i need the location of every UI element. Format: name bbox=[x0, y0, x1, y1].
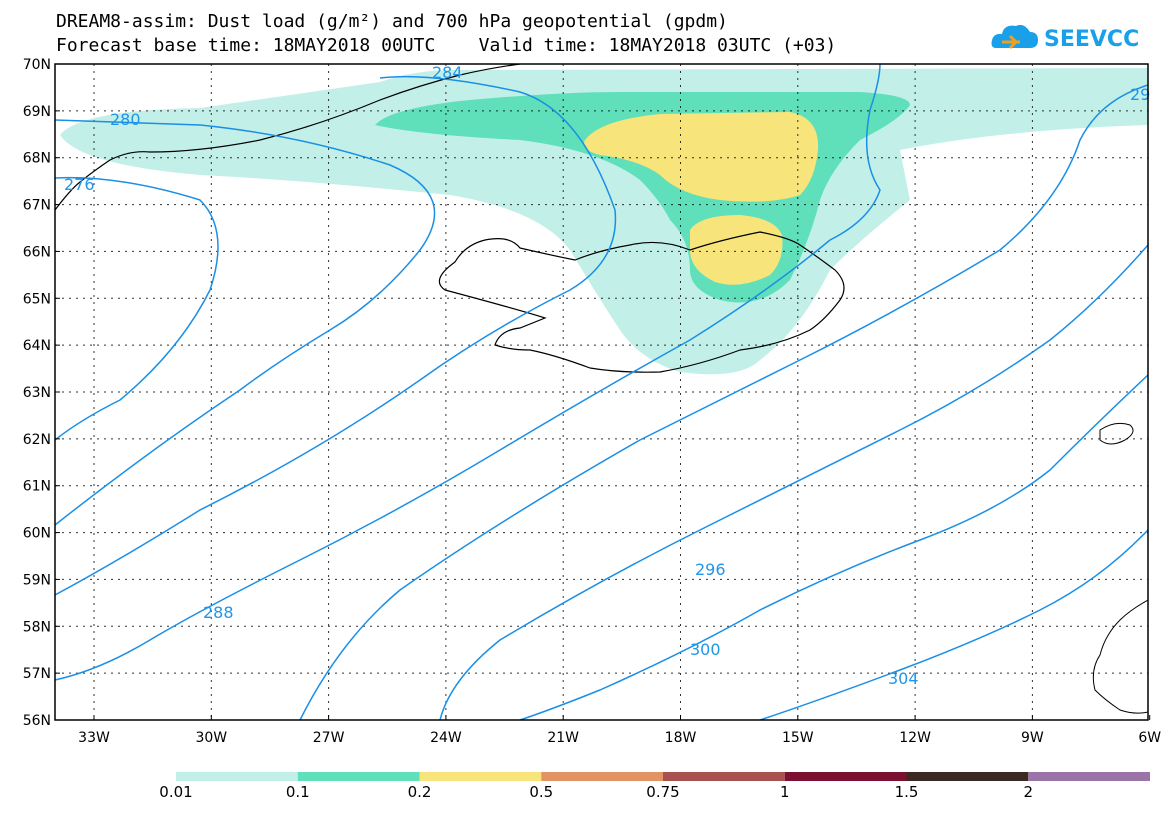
colorbar-label: 0.75 bbox=[646, 783, 680, 801]
colorbar-swatch bbox=[663, 772, 785, 781]
colorbar-swatch bbox=[906, 772, 1029, 781]
logo-text: SEEVCCC bbox=[1044, 27, 1140, 52]
colorbar-label: 0.5 bbox=[529, 783, 554, 801]
lon-label: 15W bbox=[782, 730, 814, 746]
latitude-labels: 70N 69N 68N 67N 66N 65N 64N 63N 62N 61N 60N 59N 58N 5… bbox=[23, 57, 60, 729]
lat-label: 57N bbox=[23, 666, 51, 682]
lat-label: 58N bbox=[23, 619, 51, 635]
lat-label: 60N bbox=[23, 526, 51, 542]
lon-label: 27W bbox=[313, 730, 345, 746]
contour-label-296: 296 bbox=[695, 560, 726, 579]
lat-label: 65N bbox=[23, 291, 51, 307]
colorbar-swatch bbox=[784, 772, 907, 781]
colorbar-swatch bbox=[419, 772, 542, 781]
colorbar-swatch bbox=[297, 772, 420, 781]
contour-label-304: 304 bbox=[888, 669, 919, 688]
colorbar-label: 1 bbox=[779, 783, 790, 801]
map-title: DREAM8-assim: Dust load (g/m²) and 700 h… bbox=[56, 11, 728, 32]
colorbar-label: 1.5 bbox=[894, 783, 919, 801]
iceland-coastline bbox=[438, 231, 845, 373]
colorbar-swatch bbox=[541, 772, 663, 781]
lon-label: 24W bbox=[430, 730, 462, 746]
colorbar-swatch bbox=[1028, 772, 1150, 781]
greenland-coastline bbox=[55, 64, 521, 211]
lat-label: 64N bbox=[23, 338, 51, 354]
lon-label: 33W bbox=[78, 730, 110, 746]
map-subtitle: Forecast base time: 18MAY2018 00UTC Vali… bbox=[56, 35, 837, 56]
contour-label-280: 280 bbox=[110, 110, 141, 129]
lat-label: 70N bbox=[23, 57, 51, 73]
contour-label-276: 276 bbox=[64, 175, 95, 194]
contour-label-29: 29 bbox=[1130, 85, 1150, 104]
lon-label: 21W bbox=[547, 730, 579, 746]
colorbar-label: 0.1 bbox=[285, 783, 310, 801]
lat-label: 56N bbox=[23, 713, 51, 729]
dust-region-0.01 bbox=[60, 68, 1148, 375]
longitude-labels: 33W 30W 27W 24W 21W 18W 15W 12W 9W 6W bbox=[78, 715, 1161, 746]
colorbar-label: 0.2 bbox=[407, 783, 432, 801]
lat-label: 62N bbox=[23, 432, 51, 448]
lon-label: 30W bbox=[195, 730, 227, 746]
map-content bbox=[55, 64, 1148, 720]
seevccc-logo: SEEVCCC bbox=[991, 24, 1140, 52]
dust-region-0.2 bbox=[584, 112, 819, 202]
dust-region-0.2b bbox=[690, 215, 783, 285]
colorbar bbox=[176, 772, 1150, 781]
lat-label: 66N bbox=[23, 244, 51, 260]
lat-label: 61N bbox=[23, 479, 51, 495]
contour-label-284: 284 bbox=[432, 63, 463, 82]
lat-label: 59N bbox=[23, 572, 51, 588]
lon-label: 12W bbox=[899, 730, 931, 746]
colorbar-label: 2 bbox=[1023, 783, 1034, 801]
lon-label: 18W bbox=[665, 730, 697, 746]
scotland-coastline bbox=[1092, 599, 1148, 714]
colorbar-swatch bbox=[176, 772, 298, 781]
geopotential-contours bbox=[55, 64, 1148, 720]
contour-label-288: 288 bbox=[203, 603, 234, 622]
contour-labels: 280 284 276 288 296 300 304 29 bbox=[64, 63, 1150, 688]
lon-label: 6W bbox=[1138, 730, 1161, 746]
lat-label: 68N bbox=[23, 151, 51, 167]
lon-label: 9W bbox=[1021, 730, 1044, 746]
faroe-coastline bbox=[1099, 422, 1134, 445]
lat-label: 69N bbox=[23, 104, 51, 120]
colorbar-label: 0.01 bbox=[159, 783, 193, 801]
contour-label-300: 300 bbox=[690, 640, 721, 659]
lat-label: 63N bbox=[23, 385, 51, 401]
lat-label: 67N bbox=[23, 198, 51, 214]
